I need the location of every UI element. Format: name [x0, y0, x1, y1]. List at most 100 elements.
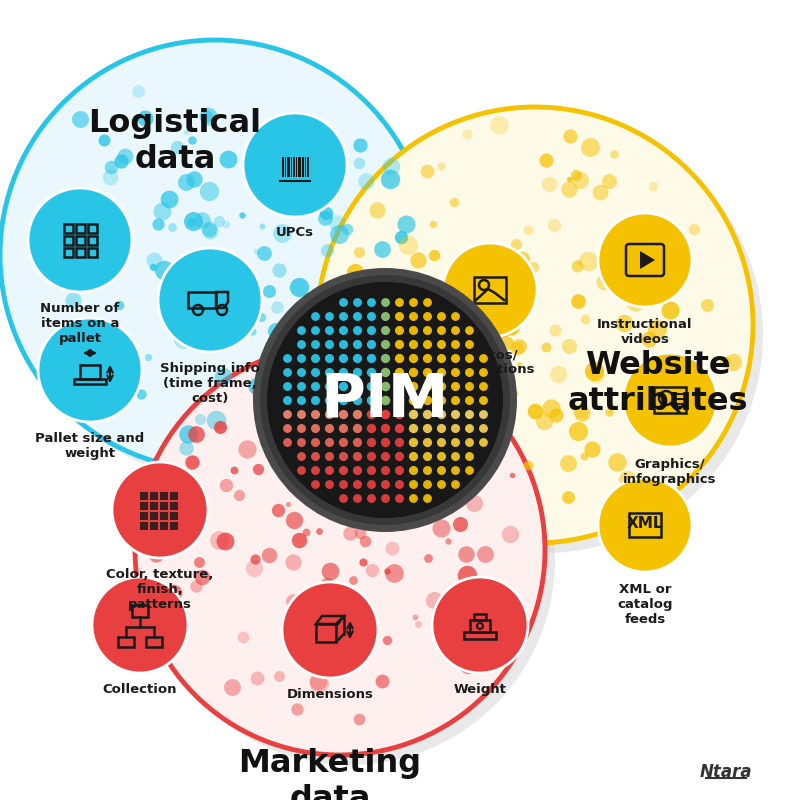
Point — [603, 174, 616, 187]
Point — [574, 174, 587, 186]
Point — [308, 310, 321, 322]
Point — [449, 366, 461, 378]
Point — [588, 365, 601, 378]
Point — [190, 580, 203, 593]
Point — [156, 204, 169, 217]
Point — [461, 128, 474, 141]
Point — [280, 408, 293, 421]
Point — [449, 478, 461, 490]
Point — [444, 332, 457, 345]
Point — [295, 349, 308, 362]
Point — [386, 368, 399, 381]
Point — [379, 435, 392, 448]
Point — [90, 336, 103, 349]
Point — [505, 468, 518, 481]
Point — [395, 230, 408, 243]
Point — [257, 247, 270, 260]
Point — [351, 478, 364, 490]
Point — [364, 450, 377, 462]
Circle shape — [243, 113, 347, 217]
Text: Color, texture,
finish,
patterns: Color, texture, finish, patterns — [107, 568, 214, 611]
Bar — [170, 492, 178, 500]
Text: Marketing
data: Marketing data — [239, 748, 421, 800]
Text: Graphics/
infographics: Graphics/ infographics — [623, 458, 717, 486]
Point — [353, 246, 366, 258]
Point — [562, 339, 575, 352]
Point — [237, 299, 250, 312]
Point — [379, 338, 392, 350]
Point — [590, 368, 602, 381]
Point — [336, 450, 349, 462]
Point — [308, 366, 321, 378]
Point — [418, 458, 431, 471]
Point — [493, 119, 505, 132]
Point — [323, 408, 336, 421]
Bar — [296, 157, 297, 177]
Point — [477, 394, 489, 406]
Point — [213, 282, 226, 294]
Bar — [170, 522, 178, 530]
Point — [618, 317, 630, 330]
Point — [445, 489, 457, 502]
Point — [562, 490, 574, 503]
Point — [275, 163, 288, 176]
Bar — [63, 247, 73, 257]
Point — [469, 293, 482, 306]
Point — [469, 632, 481, 645]
Point — [295, 435, 308, 448]
Point — [471, 608, 484, 621]
Point — [356, 556, 369, 569]
Point — [292, 534, 305, 546]
Point — [351, 422, 364, 434]
Circle shape — [92, 577, 188, 673]
Point — [193, 413, 206, 426]
Point — [453, 518, 466, 531]
Point — [392, 450, 405, 462]
Point — [225, 680, 238, 693]
Point — [209, 414, 222, 426]
Point — [292, 281, 305, 294]
Point — [435, 323, 448, 336]
Circle shape — [598, 478, 692, 572]
Point — [392, 310, 405, 322]
Point — [351, 491, 364, 505]
Point — [392, 323, 405, 336]
Point — [489, 293, 502, 306]
Point — [336, 422, 349, 434]
Point — [263, 284, 276, 297]
Point — [435, 338, 448, 350]
Point — [146, 260, 159, 273]
Bar — [132, 605, 148, 617]
Point — [323, 478, 336, 490]
Point — [563, 130, 576, 142]
Bar — [87, 223, 96, 233]
Point — [602, 406, 615, 418]
Bar — [87, 247, 96, 257]
Point — [320, 488, 333, 501]
Bar — [146, 637, 162, 647]
Point — [376, 243, 388, 256]
Point — [280, 422, 293, 434]
Point — [364, 380, 377, 393]
Point — [379, 422, 392, 434]
Point — [626, 270, 638, 283]
Point — [364, 310, 377, 322]
Point — [273, 435, 286, 448]
Point — [506, 322, 519, 334]
Point — [336, 380, 349, 393]
Point — [312, 674, 324, 687]
Point — [351, 338, 364, 350]
Text: XML: XML — [626, 515, 663, 530]
Point — [336, 478, 349, 490]
Point — [435, 310, 448, 322]
Point — [323, 380, 336, 393]
Point — [239, 269, 252, 282]
Point — [263, 549, 276, 562]
Point — [308, 323, 321, 336]
Bar — [287, 157, 290, 177]
Point — [187, 172, 200, 185]
Point — [251, 406, 264, 418]
Point — [202, 110, 215, 122]
Point — [428, 594, 441, 607]
Point — [364, 338, 377, 350]
